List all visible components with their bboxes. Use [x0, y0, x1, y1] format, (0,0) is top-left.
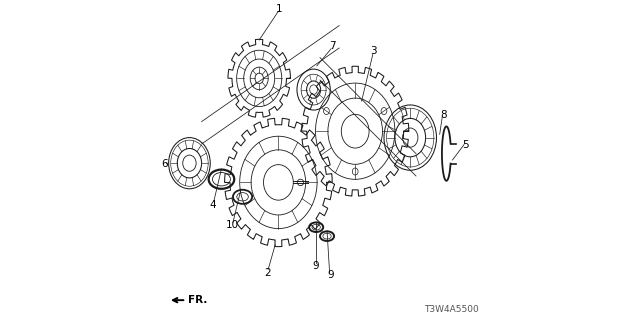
Text: 4: 4	[209, 200, 216, 210]
Text: 3: 3	[371, 46, 377, 56]
Text: 2: 2	[264, 268, 271, 278]
Text: 5: 5	[462, 140, 469, 150]
Text: FR.: FR.	[188, 295, 207, 305]
Text: 7: 7	[329, 41, 335, 52]
Text: 6: 6	[161, 159, 168, 169]
Text: T3W4A5500: T3W4A5500	[424, 305, 479, 314]
Text: 9: 9	[327, 270, 334, 280]
Text: 9: 9	[313, 260, 319, 271]
Text: 10: 10	[225, 220, 239, 230]
Text: 1: 1	[276, 4, 283, 14]
Text: 8: 8	[440, 109, 447, 120]
